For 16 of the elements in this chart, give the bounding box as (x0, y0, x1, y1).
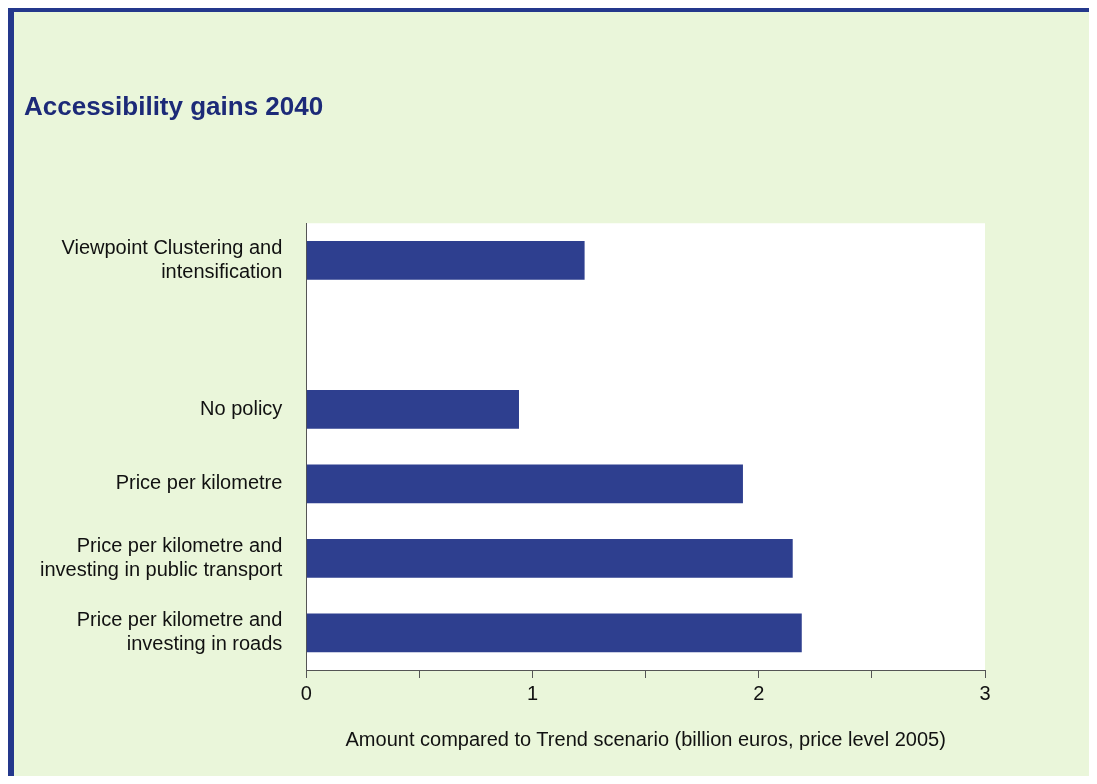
bar (306, 390, 519, 429)
bar (306, 241, 585, 280)
bar (306, 464, 743, 504)
bar (306, 538, 793, 578)
y-tick-label: Viewpoint Clustering and intensification (61, 235, 283, 282)
x-tick-label: 1 (527, 681, 539, 704)
x-tick-label: 0 (300, 681, 312, 704)
y-tick-label: Price per kilometre and investing in public transport (39, 533, 283, 580)
bar (306, 613, 802, 653)
y-tick-label: Price per kilometre (115, 471, 283, 494)
x-tick-label: 2 (753, 681, 765, 704)
x-axis-title: Amount compared to Trend scenario (billion euros, price level 2005) (345, 727, 946, 750)
chart-title: Accessibility gains 2040 (24, 90, 324, 121)
x-tick-label: 3 (979, 681, 991, 704)
y-tick-label: Price per kilometre and investing in roads (76, 608, 283, 655)
y-tick-label: No policy (200, 396, 283, 419)
